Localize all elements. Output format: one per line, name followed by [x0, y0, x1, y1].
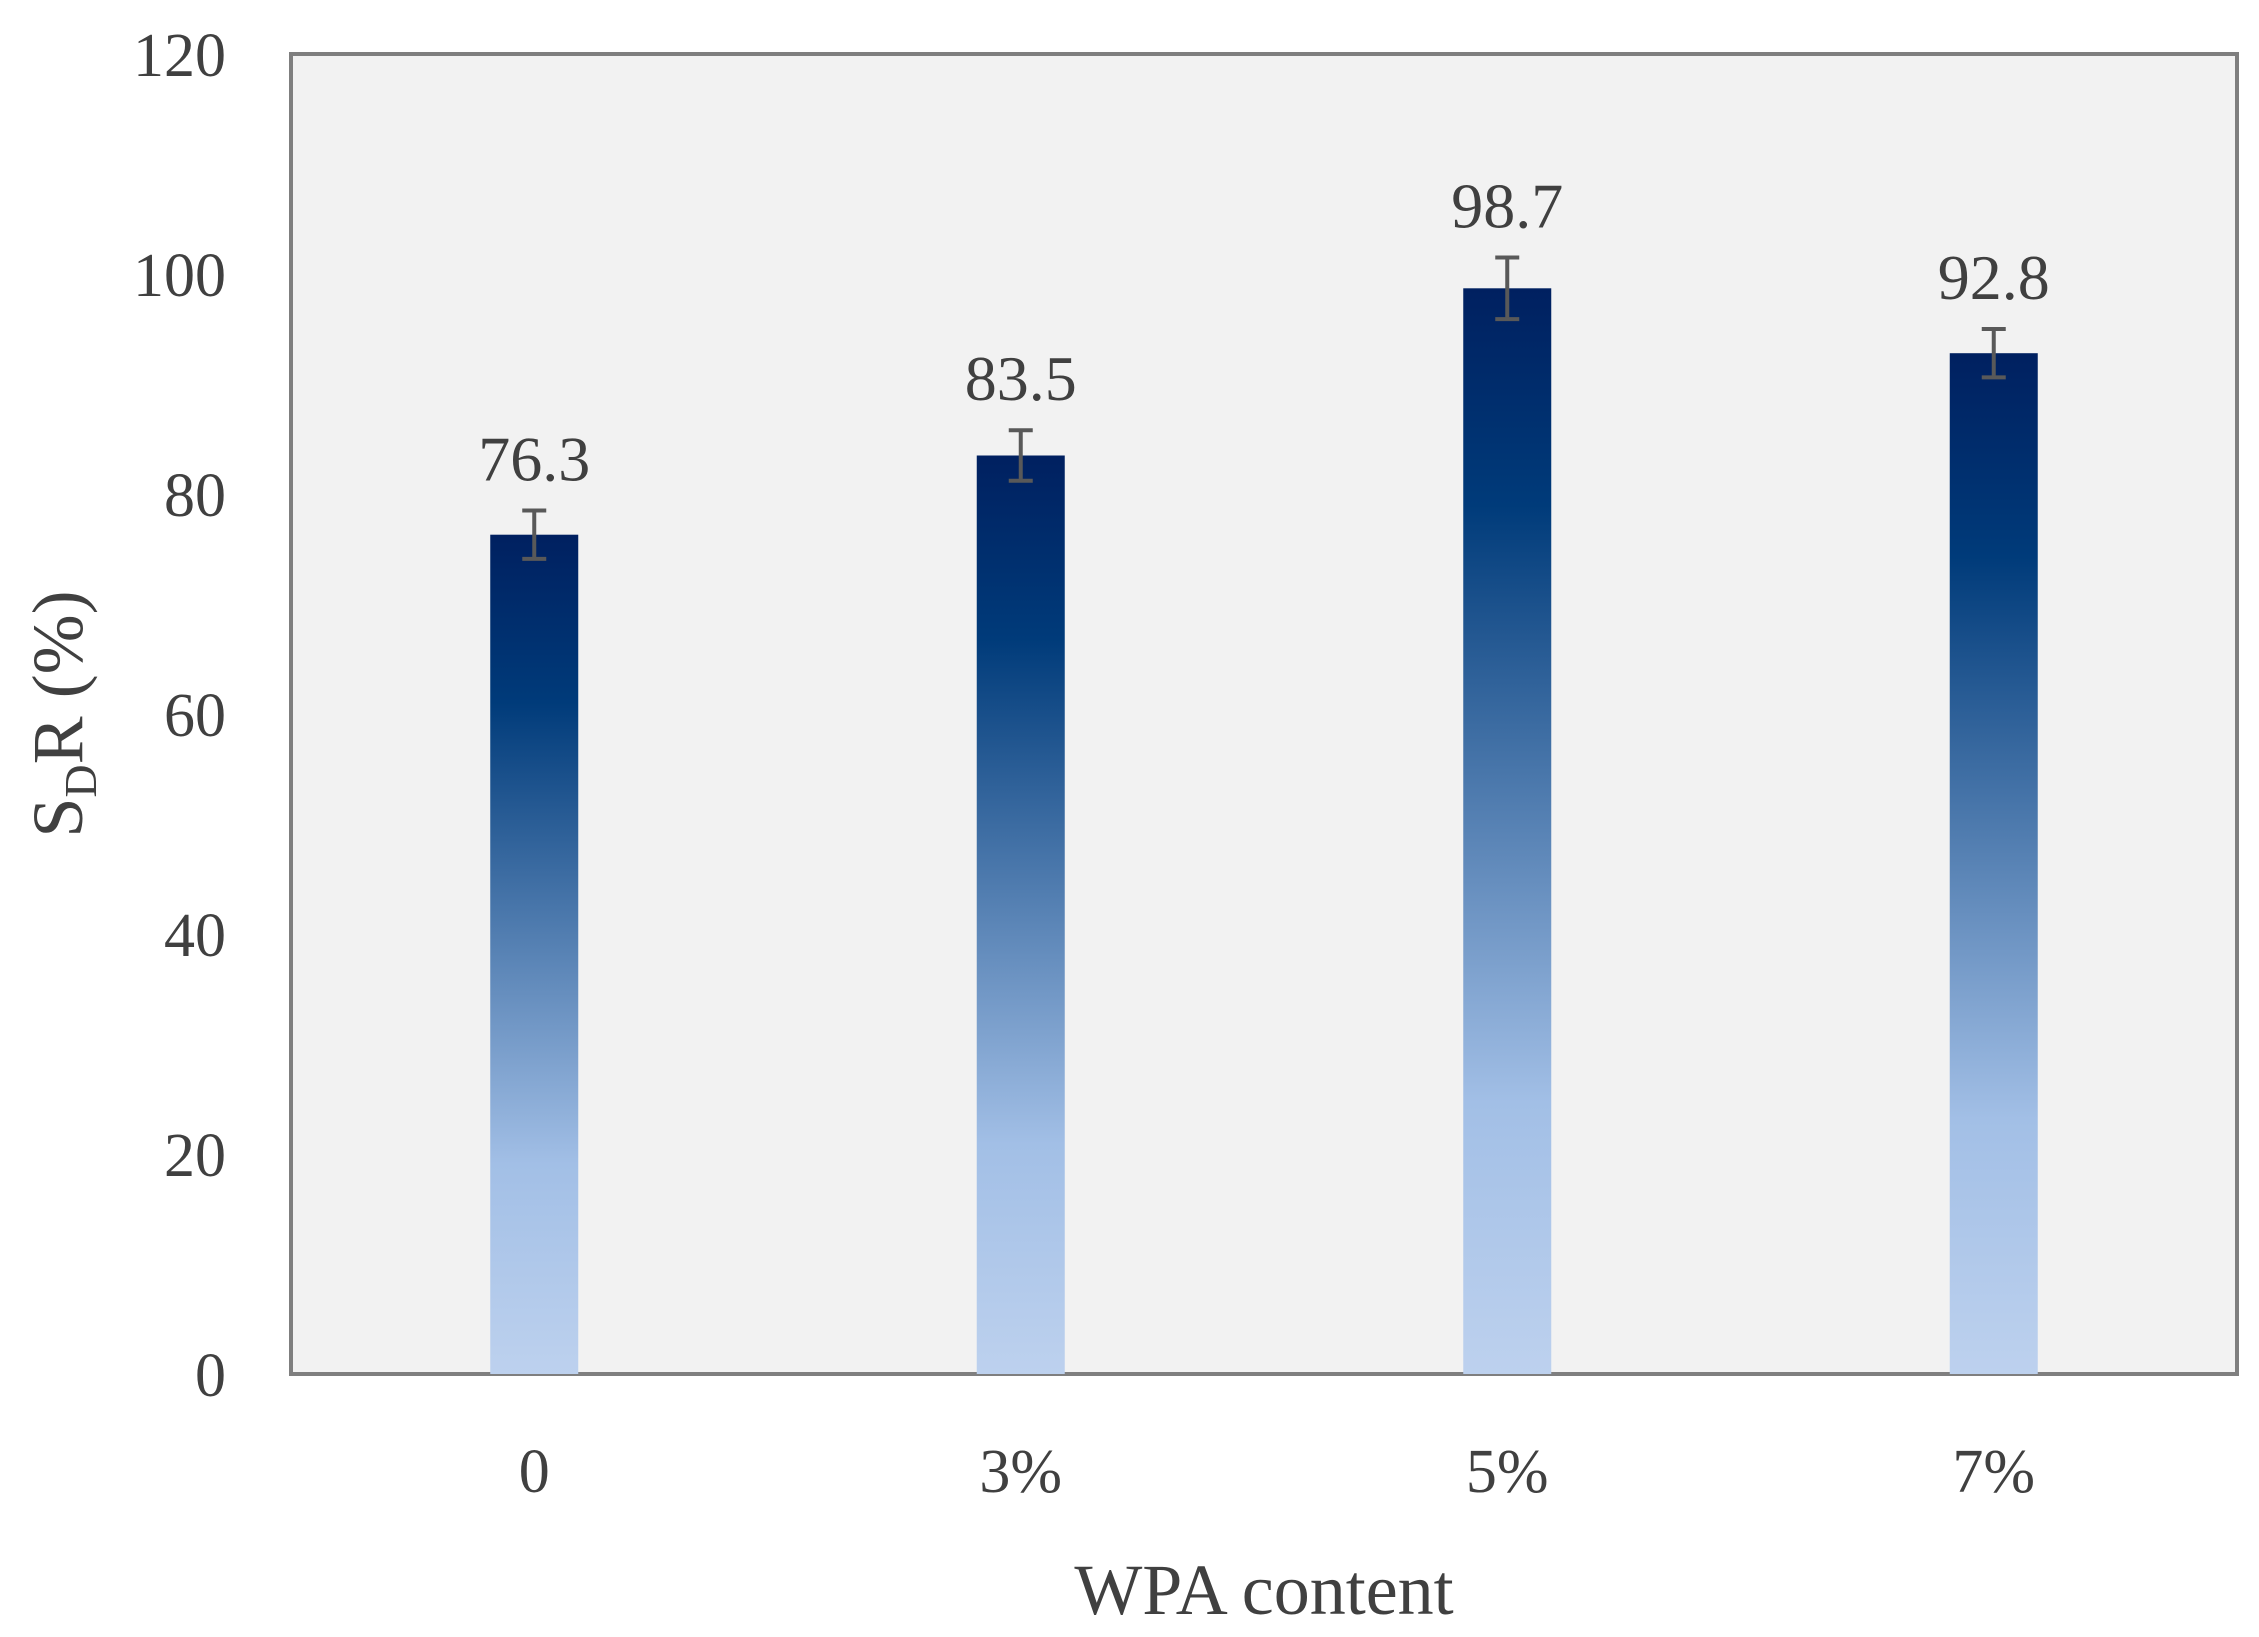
y-tick-label: 40: [164, 902, 226, 970]
y-axis-title: SDR (%): [18, 590, 106, 837]
y-axis-title-subscript: D: [55, 764, 106, 797]
y-tick-label: 100: [133, 242, 226, 310]
y-axis-title-rest: R (%): [18, 590, 98, 764]
error-bars: [522, 255, 2006, 561]
data-label: 92.8: [1938, 242, 2050, 313]
bar: [1463, 288, 1552, 1374]
y-tick-label: 60: [164, 682, 226, 750]
error-bar: [1008, 428, 1033, 483]
error-bar: [1981, 327, 2006, 380]
y-axis-ticks: 0 20 40 60 80 100 120: [133, 22, 226, 1410]
x-tick-label: 5%: [1466, 1438, 1549, 1506]
x-axis-ticks: 0 3% 5% 7%: [519, 1438, 2035, 1506]
y-axis-title-main: S: [18, 798, 98, 838]
y-tick-label: 80: [164, 462, 226, 530]
bar: [490, 534, 579, 1374]
bar: [976, 455, 1065, 1374]
data-label: 83.5: [965, 343, 1077, 414]
y-tick-label: 0: [195, 1342, 226, 1410]
bars: [490, 288, 2038, 1374]
x-tick-label: 3%: [979, 1438, 1062, 1506]
x-tick-label: 0: [519, 1438, 550, 1506]
x-axis-title: WPA content: [1074, 1550, 1453, 1630]
data-label: 76.3: [478, 424, 590, 495]
y-tick-label: 20: [164, 1122, 226, 1190]
data-label: 98.7: [1451, 171, 1563, 242]
bar: [1949, 353, 2038, 1374]
x-tick-label: 7%: [1952, 1438, 2035, 1506]
error-bar: [1495, 255, 1520, 322]
data-labels: 76.3 83.5 98.7 92.8: [478, 171, 2050, 495]
plot-area: [289, 52, 2239, 1376]
y-tick-label: 120: [133, 22, 226, 90]
error-bar: [522, 508, 547, 561]
